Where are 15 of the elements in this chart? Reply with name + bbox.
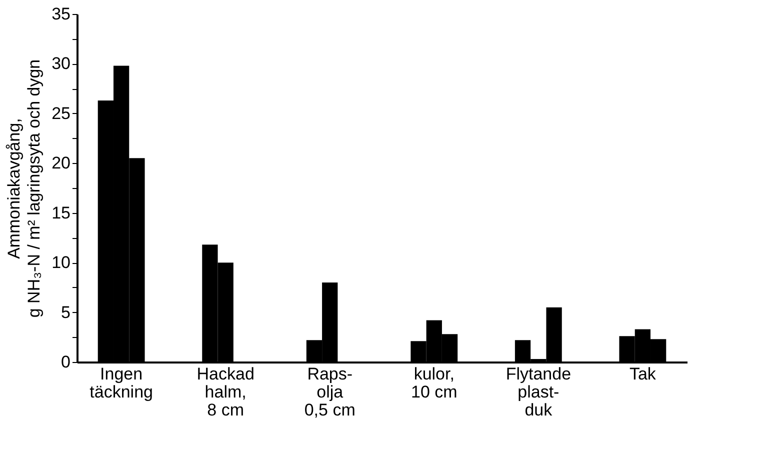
y-axis-title: Ammoniakavgång, g NH₃-N / m² lagringsyta och dygn [4, 59, 44, 318]
y-tick-label: 5 [61, 302, 70, 322]
x-tick-label: Tak [629, 364, 656, 384]
x-tick-label: Ingen täckning [90, 364, 153, 402]
x-tick-label: Raps- olja 0,5 cm [304, 364, 356, 420]
y-tick-label: 20 [52, 154, 70, 173]
y-tick-label: 30 [52, 54, 70, 74]
y-tick-label: 35 [52, 4, 70, 24]
x-tick-label: Hackad halm, 8 cm [196, 364, 254, 420]
y-tick-label: 25 [52, 104, 70, 123]
x-tick-label: kulor, 10 cm [410, 364, 458, 402]
y-tick-label: 15 [52, 203, 70, 222]
x-tick-label: Flytande plast- duk [506, 364, 572, 420]
y-tick-label: 0 [61, 352, 70, 372]
y-tick-label: 10 [52, 253, 70, 272]
